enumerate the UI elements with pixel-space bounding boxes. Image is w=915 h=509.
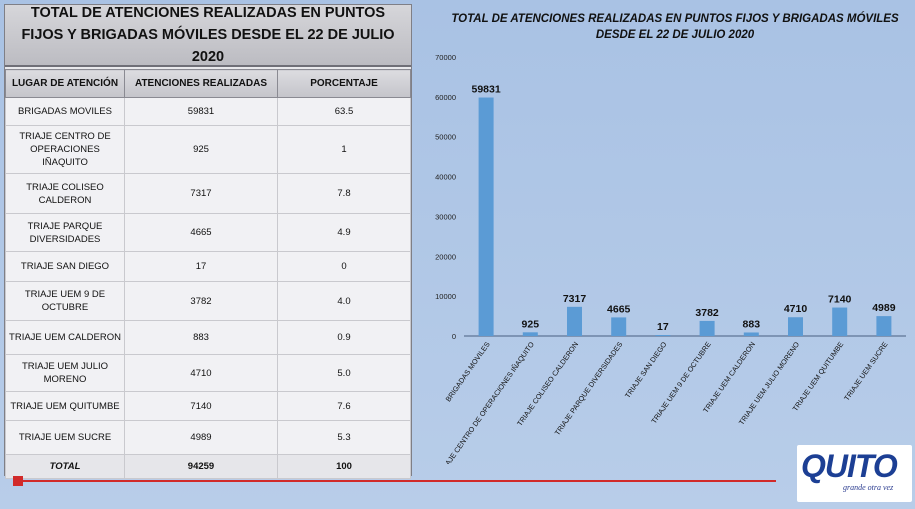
red-divider-line	[22, 480, 776, 482]
bar-data-label: 883	[743, 318, 761, 330]
chart-title: TOTAL DE ATENCIONES REALIZADAS EN PUNTOS…	[451, 13, 899, 41]
cell-percentage: 0	[277, 251, 411, 282]
data-table-panel: TOTAL DE ATENCIONES REALIZADAS EN PUNTOS…	[4, 4, 412, 479]
red-square-marker	[13, 476, 23, 486]
cell-percentage: 7.8	[277, 173, 411, 214]
bar-data-label: 3782	[695, 307, 719, 319]
cell-place: TRIAJE UEM CALDERON	[5, 320, 125, 355]
cell-count: 925	[124, 125, 278, 174]
table-row: TRIAJE UEM QUITUMBE 7140 7.6	[5, 391, 411, 421]
cell-place: TRIAJE UEM SUCRE	[5, 420, 125, 455]
cell-count: 883	[124, 320, 278, 355]
attentions-table: LUGAR DE ATENCIÓN ATENCIONES REALIZADAS …	[5, 69, 411, 479]
table-row: TRIAJE SAN DIEGO 17 0	[5, 251, 411, 282]
bar	[478, 97, 494, 336]
cell-percentage: 5.3	[277, 420, 411, 455]
cell-place: TRIAJE UEM 9 DE OCTUBRE	[5, 281, 125, 321]
total-percentage: 100	[277, 454, 411, 479]
y-tick-label: 60000	[435, 93, 456, 102]
cell-count: 3782	[124, 281, 278, 321]
y-tick-label: 50000	[435, 133, 456, 142]
cell-count: 7140	[124, 391, 278, 421]
header-place: LUGAR DE ATENCIÓN	[5, 69, 125, 98]
x-tick-label: AJE CENTRO DE OPERACIONES IÑAQUITO	[443, 340, 536, 464]
table-header-row: LUGAR DE ATENCIÓN ATENCIONES REALIZADAS …	[5, 69, 411, 98]
table-total-row: TOTAL 94259 100	[5, 454, 411, 479]
cell-place: TRIAJE UEM QUITUMBE	[5, 391, 125, 421]
table-row: BRIGADAS MOVILES 59831 63.5	[5, 97, 411, 126]
x-tick-label: TRIAJE SAN DIEGO	[623, 340, 669, 400]
table-row: TRIAJE UEM JULIO MORENO 4710 5.0	[5, 354, 411, 392]
bar-data-label: 7140	[828, 294, 852, 306]
bar	[655, 335, 671, 336]
cell-percentage: 4.0	[277, 281, 411, 321]
bar	[743, 332, 759, 336]
bar-data-label: 4989	[872, 302, 896, 314]
y-tick-label: 40000	[435, 173, 456, 182]
table-row: TRIAJE UEM SUCRE 4989 5.3	[5, 420, 411, 455]
quito-logo: QUITO grande otra vez	[797, 445, 912, 502]
bar	[832, 307, 848, 336]
cell-place: TRIAJE UEM JULIO MORENO	[5, 354, 125, 392]
bar	[788, 317, 803, 336]
x-tick-label: TRIAJE UEM SUCRE	[842, 340, 890, 403]
bar	[699, 320, 715, 336]
total-count: 94259	[124, 454, 278, 479]
y-tick-label: 70000	[435, 53, 456, 62]
bar	[567, 306, 582, 336]
bar	[611, 317, 627, 336]
header-percentage: PORCENTAJE	[277, 69, 411, 98]
cell-place: BRIGADAS MOVILES	[5, 97, 125, 126]
cell-count: 7317	[124, 173, 278, 214]
cell-place: TRIAJE SAN DIEGO	[5, 251, 125, 282]
table-row: TRIAJE PARQUE DIVERSIDADES 4665 4.9	[5, 213, 411, 252]
cell-count: 4710	[124, 354, 278, 392]
bar-data-label: 925	[522, 318, 540, 330]
y-tick-label: 0	[452, 332, 456, 341]
bar-data-label: 4665	[607, 303, 631, 315]
cell-percentage: 5.0	[277, 354, 411, 392]
x-tick-label: TRIAJE UEM QUITUMBE	[791, 340, 846, 413]
bar-data-label: 59831	[471, 84, 500, 96]
cell-percentage: 63.5	[277, 97, 411, 126]
cell-count: 4665	[124, 213, 278, 252]
cell-count: 17	[124, 251, 278, 282]
cell-place: TRIAJE COLISEO CALDERON	[5, 173, 125, 214]
cell-percentage: 7.6	[277, 391, 411, 421]
bar-data-label: 7317	[563, 293, 587, 305]
cell-percentage: 0.9	[277, 320, 411, 355]
header-count: ATENCIONES REALIZADAS	[124, 69, 278, 98]
cell-place: TRIAJE PARQUE DIVERSIDADES	[5, 213, 125, 252]
y-tick-label: 20000	[435, 252, 456, 261]
bar-data-label: 17	[657, 321, 669, 333]
y-tick-label: 10000	[435, 292, 456, 301]
logo-slogan: grande otra vez	[843, 483, 894, 492]
bar-chart: 0 10000 20000 30000 40000 50000 60000 70000 5983…	[435, 53, 906, 464]
cell-place: TRIAJE CENTRO DE OPERACIONES IÑAQUITO	[5, 125, 125, 174]
cell-percentage: 4.9	[277, 213, 411, 252]
table-row: TRIAJE COLISEO CALDERON 7317 7.8	[5, 173, 411, 214]
logo-wordmark: QUITO	[801, 448, 898, 484]
bar	[522, 332, 538, 336]
x-tick-label: BRIGADAS MOVILES	[444, 340, 492, 404]
bar	[876, 316, 892, 336]
total-label: TOTAL	[5, 454, 125, 479]
table-title: TOTAL DE ATENCIONES REALIZADAS EN PUNTOS…	[5, 5, 411, 67]
cell-count: 4989	[124, 420, 278, 455]
table-row: TRIAJE UEM 9 DE OCTUBRE 3782 4.0	[5, 281, 411, 321]
cell-count: 59831	[124, 97, 278, 126]
bar-data-label: 4710	[784, 303, 808, 315]
y-tick-label: 30000	[435, 212, 456, 221]
table-row: TRIAJE CENTRO DE OPERACIONES IÑAQUITO 925…	[5, 125, 411, 174]
cell-percentage: 1	[277, 125, 411, 174]
table-row: TRIAJE UEM CALDERON 883 0.9	[5, 320, 411, 355]
